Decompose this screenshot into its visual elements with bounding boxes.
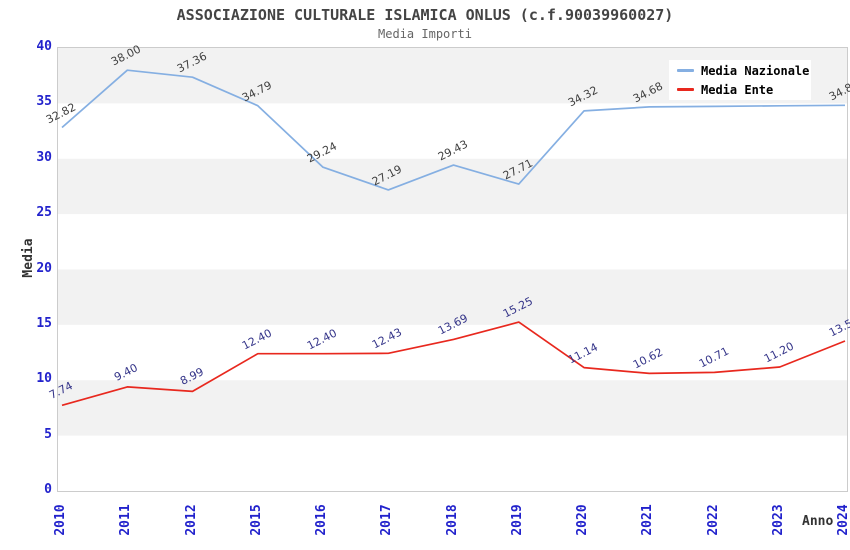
x-tick-label: 2022 bbox=[705, 504, 721, 536]
y-tick-label: 25 bbox=[36, 205, 52, 221]
x-tick-label: 2011 bbox=[118, 504, 134, 536]
chart-title: ASSOCIAZIONE CULTURALE ISLAMICA ONLUS (c… bbox=[176, 6, 674, 24]
series-line-media-ente bbox=[61, 321, 846, 407]
x-tick-label: 2012 bbox=[183, 504, 199, 536]
legend-label: Media Ente bbox=[701, 82, 774, 97]
y-tick-label: 30 bbox=[36, 149, 52, 165]
y-tick-label: 0 bbox=[44, 482, 52, 497]
y-tick-label: 10 bbox=[36, 371, 52, 387]
y-tick-label: 40 bbox=[36, 39, 52, 54]
y-axis-title: Media bbox=[21, 238, 36, 278]
chart-canvas bbox=[58, 48, 847, 436]
legend-label: Media Nazionale bbox=[701, 63, 810, 78]
legend-entry-media-ente: Media Ente bbox=[677, 82, 811, 97]
plot-area bbox=[57, 47, 848, 492]
y-tick-label: 15 bbox=[36, 315, 52, 331]
grid-band bbox=[58, 380, 847, 436]
chart-subtitle: Media Importi bbox=[378, 27, 472, 41]
x-tick-label: 2016 bbox=[314, 504, 329, 536]
x-tick-label: 2015 bbox=[248, 504, 264, 536]
x-tick-label: 2021 bbox=[640, 504, 656, 536]
grid-band bbox=[58, 269, 847, 325]
y-tick-label: 20 bbox=[36, 260, 52, 276]
legend: Media Nazionale Media Ente bbox=[669, 60, 811, 100]
y-tick-label: 35 bbox=[36, 94, 52, 110]
x-tick-label: 2010 bbox=[53, 504, 68, 536]
x-tick-label: 2017 bbox=[379, 504, 395, 536]
x-tick-label: 2020 bbox=[575, 504, 590, 536]
grid-band bbox=[58, 158, 847, 215]
legend-line-swatch-blue bbox=[677, 69, 694, 72]
x-tick-label: 2019 bbox=[509, 504, 525, 536]
x-tick-label: 2018 bbox=[444, 504, 460, 536]
x-axis-title: Anno bbox=[802, 514, 834, 529]
legend-line-swatch-red bbox=[677, 88, 694, 91]
x-tick-label: 2023 bbox=[770, 504, 786, 536]
legend-entry-media-nazionale: Media Nazionale bbox=[677, 63, 811, 78]
y-tick-label: 5 bbox=[44, 426, 52, 442]
series-line-media-nazionale bbox=[61, 69, 846, 191]
